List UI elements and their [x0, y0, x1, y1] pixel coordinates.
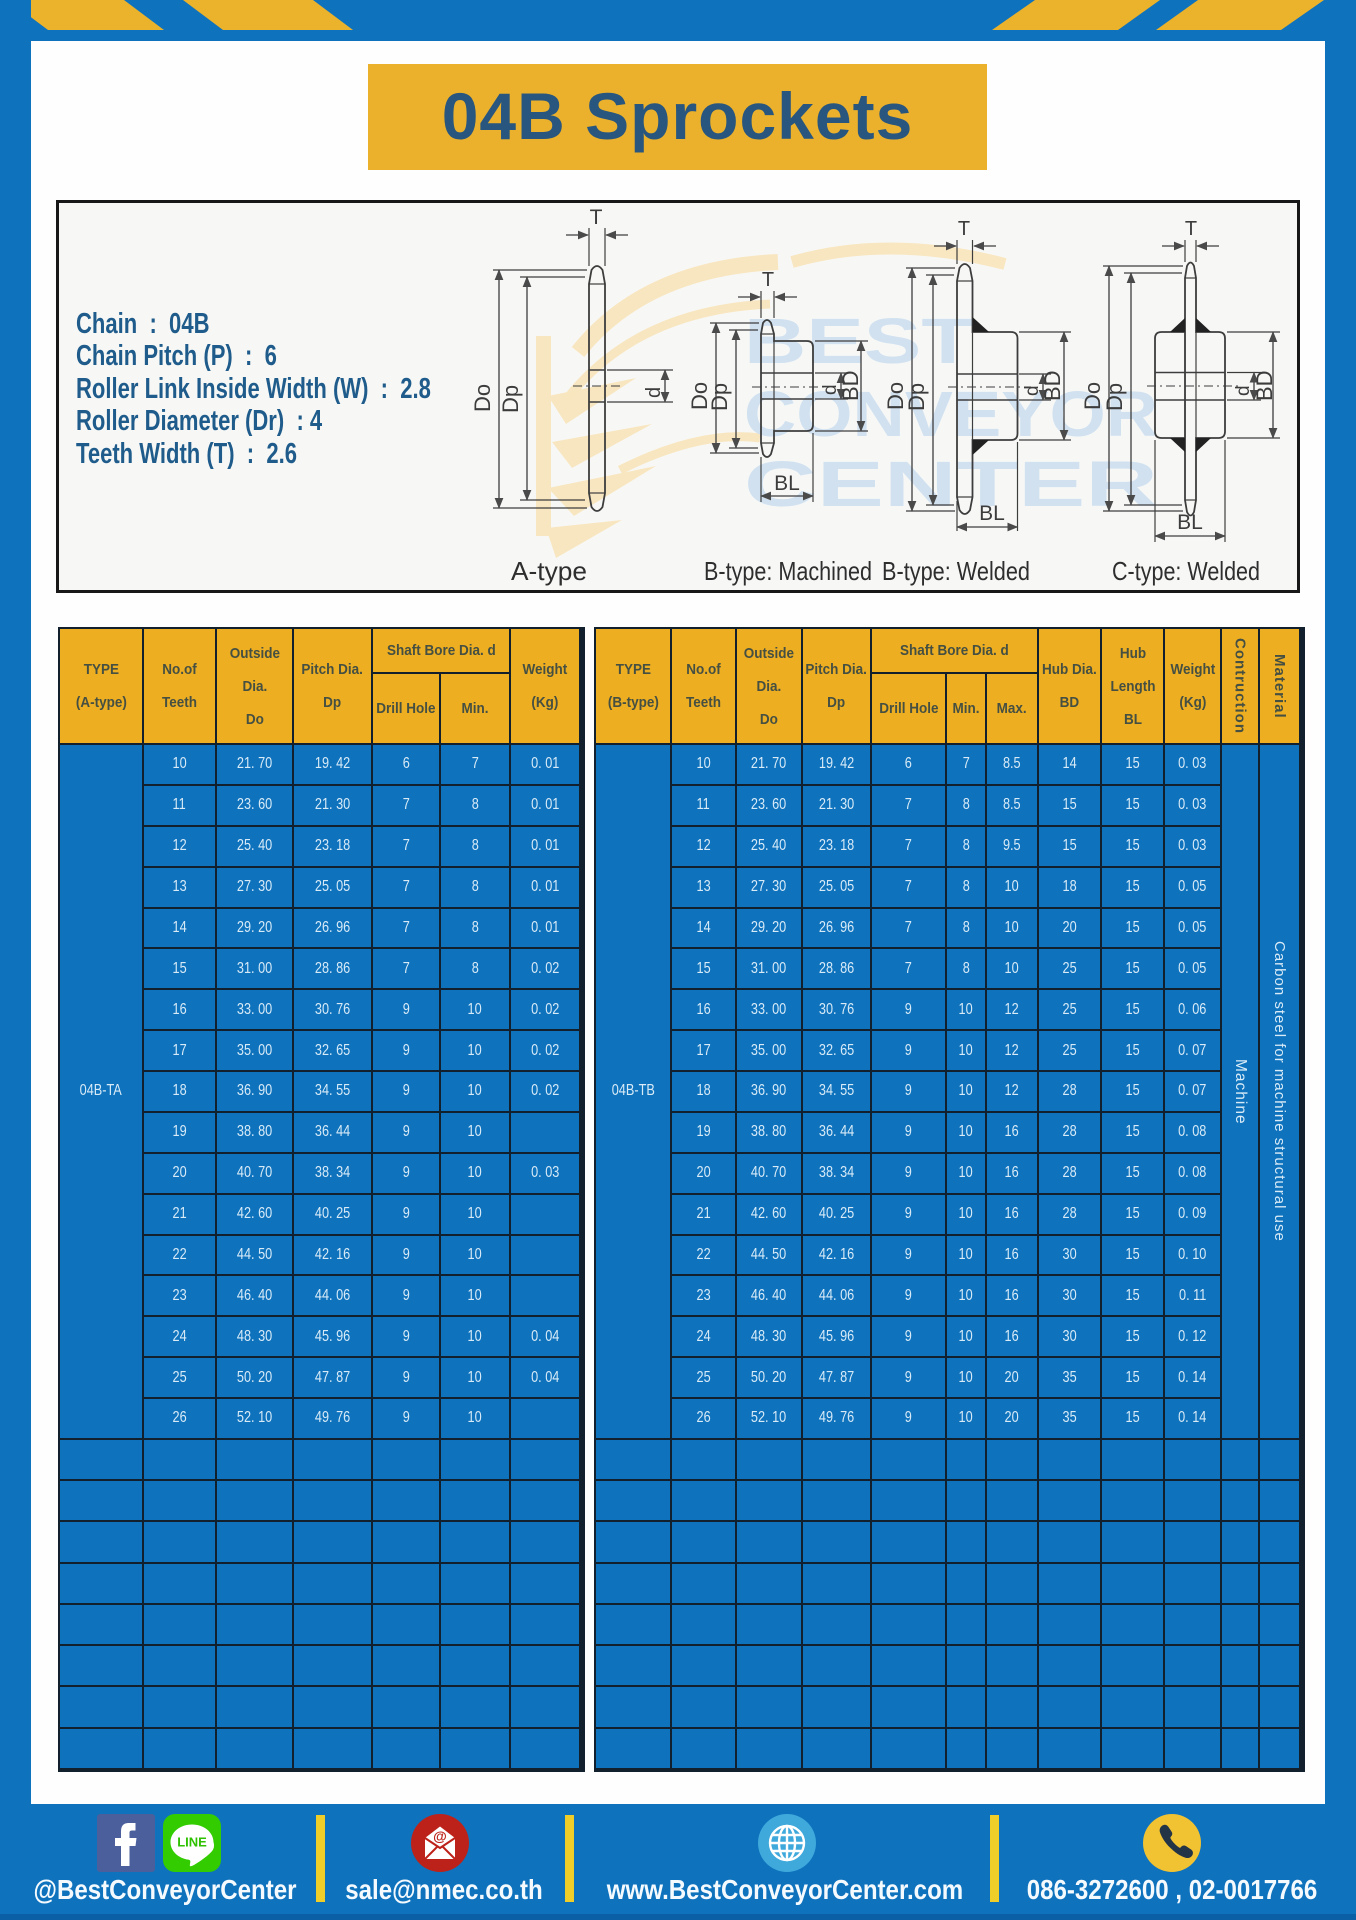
svg-text:T: T: [958, 218, 970, 240]
svg-text:@: @: [433, 1828, 447, 1844]
svg-text:d: d: [1233, 385, 1254, 396]
svg-text:BL: BL: [1177, 511, 1203, 534]
svg-text:BL: BL: [774, 472, 800, 495]
svg-text:Dp: Dp: [707, 383, 732, 411]
svg-text:Dp: Dp: [904, 383, 929, 411]
svg-text:B-type: Machined: B-type: Machined: [704, 556, 872, 586]
svg-text:T: T: [1185, 218, 1197, 240]
svg-text:Dp: Dp: [498, 385, 523, 413]
svg-text:d: d: [1022, 385, 1043, 396]
svg-text:Do: Do: [687, 382, 712, 410]
svg-text:B-type: Welded: B-type: Welded: [882, 556, 1030, 586]
svg-text:BD: BD: [1252, 370, 1277, 401]
svg-text:d: d: [820, 384, 841, 395]
svg-text:BD: BD: [1040, 370, 1065, 401]
svg-text:T: T: [590, 206, 603, 229]
svg-text:Do: Do: [883, 382, 908, 410]
svg-text:BD: BD: [838, 370, 863, 401]
svg-text:A-type: A-type: [511, 556, 587, 586]
svg-text:LINE: LINE: [177, 1835, 207, 1850]
svg-text:Do: Do: [470, 384, 495, 412]
svg-text:Dp: Dp: [1102, 383, 1127, 411]
svg-text:T: T: [762, 269, 774, 291]
svg-text:CENTER: CENTER: [744, 448, 1158, 520]
svg-text:BL: BL: [979, 502, 1005, 525]
svg-text:Do: Do: [1080, 382, 1105, 410]
svg-text:C-type: Welded: C-type: Welded: [1112, 556, 1260, 586]
svg-text:d: d: [643, 387, 665, 398]
